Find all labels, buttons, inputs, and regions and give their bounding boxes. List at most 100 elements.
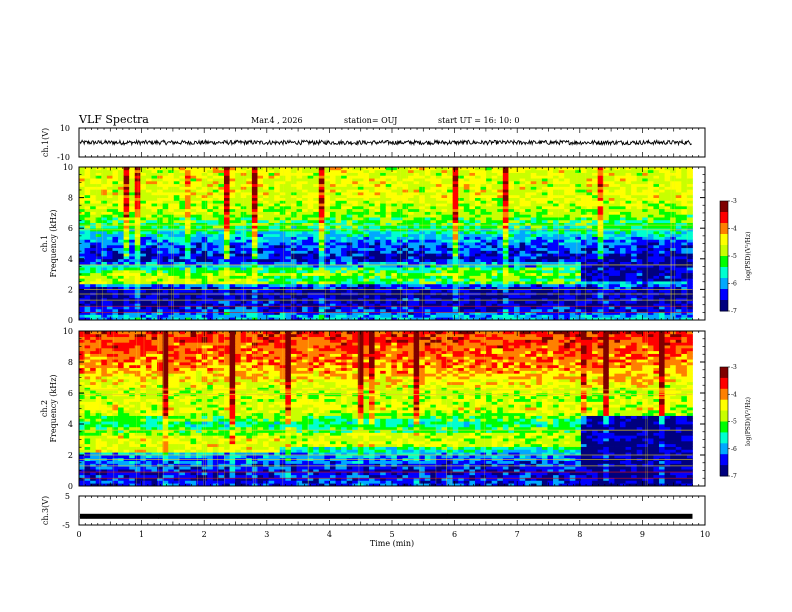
spectrogram-cell <box>486 303 493 307</box>
spectrogram-cell <box>396 189 403 193</box>
spectrogram-cell <box>553 275 560 279</box>
spectrogram-cell <box>313 172 320 176</box>
spectrogram-cell <box>536 272 543 276</box>
spectrogram-cell <box>196 239 203 243</box>
spectrogram-cell <box>541 233 548 237</box>
spectrogram-cell <box>391 258 398 262</box>
spectrogram-cell <box>246 286 253 290</box>
spectrogram-cell <box>536 236 543 240</box>
spectrogram-cell <box>402 233 409 237</box>
spectrogram-cell <box>229 189 236 193</box>
spectrogram-cell <box>140 269 147 274</box>
spectrogram-cell <box>391 167 398 171</box>
spectrogram-cell <box>530 258 537 262</box>
spectrogram-cell <box>408 197 415 201</box>
spectrogram-cell <box>257 275 264 279</box>
spectrogram-cell <box>435 183 442 187</box>
spectrogram-cell <box>463 258 470 262</box>
spectrogram-cell <box>474 250 481 254</box>
spectrogram-cell <box>84 200 91 204</box>
spectrogram-cell <box>184 180 191 185</box>
spectrogram-cell <box>447 219 454 224</box>
spectrogram-cell <box>274 283 281 288</box>
spectrogram-cell <box>458 189 465 193</box>
spectrogram-cell <box>229 250 236 254</box>
spectrogram-cell <box>302 283 309 288</box>
spectrogram-cell <box>145 211 152 215</box>
spectrogram-cell <box>363 311 370 315</box>
spectrogram-cell <box>173 250 180 254</box>
spectrogram-cell <box>519 217 526 221</box>
spectrogram-cell <box>553 200 560 204</box>
spectrogram-cell <box>491 230 498 235</box>
spectrogram-cell <box>268 208 275 212</box>
spectrogram-cell <box>279 203 286 207</box>
spectrogram-cell <box>396 317 403 321</box>
spectrogram-cell <box>519 261 526 265</box>
spectrogram-cell <box>190 194 197 198</box>
spectrogram-cell <box>497 297 504 301</box>
spectrogram-cell <box>229 217 236 221</box>
spectrogram-cell <box>530 317 537 321</box>
spectrogram-cell <box>352 275 359 279</box>
spectrogram-cell <box>201 230 208 235</box>
spectrogram-cell <box>212 281 219 285</box>
spectrogram-cell <box>491 214 498 218</box>
spectrogram-cell <box>329 281 336 285</box>
spectrogram-cell <box>447 269 454 274</box>
spectrogram-cell <box>318 200 325 204</box>
spectrogram-cell <box>279 278 286 282</box>
spectrogram-cell <box>95 192 102 196</box>
spectrogram-cell <box>129 197 136 201</box>
spectrogram-cell <box>118 281 125 285</box>
spectrogram-cell <box>357 286 364 290</box>
spectrogram-cell <box>357 178 364 182</box>
spectrogram-cell <box>408 264 415 268</box>
spectrogram-cell <box>112 286 119 290</box>
spectrogram-cell <box>173 306 180 310</box>
spectrogram-cell <box>374 172 381 176</box>
spectrogram-cell <box>463 261 470 265</box>
spectrogram-cell <box>402 289 409 293</box>
spectrogram-cell <box>157 250 164 254</box>
spectrogram-cell <box>469 233 476 237</box>
spectrogram-cell <box>123 306 130 310</box>
spectrogram-cell <box>123 256 130 260</box>
spectrogram-cell <box>541 192 548 196</box>
spectrogram-cell <box>184 317 191 321</box>
spectrogram-cell <box>491 225 498 229</box>
spectrogram-cell <box>168 178 175 182</box>
spectrogram-cell <box>307 283 314 288</box>
spectrogram-cell <box>79 180 85 185</box>
spectrogram-cell <box>229 239 236 243</box>
spectrogram-cell <box>341 197 348 201</box>
spectrogram-cell <box>441 194 448 198</box>
spectrogram-cell <box>140 256 147 260</box>
spectrogram-cell <box>179 214 186 218</box>
spectrogram-cell <box>363 186 370 190</box>
spectrogram-cell <box>491 200 498 204</box>
spectrogram-cell <box>173 239 180 243</box>
spectrogram-cell <box>168 261 175 265</box>
spectrogram-cell <box>129 286 136 290</box>
spectrogram-cell <box>547 297 554 301</box>
spectrogram-cell <box>530 205 537 210</box>
spectrogram-cell <box>469 200 476 204</box>
spectrogram-cell <box>168 250 175 254</box>
spectrogram-cell <box>363 261 370 265</box>
spectrogram-cell <box>530 314 537 318</box>
spectrogram-cell <box>525 169 532 173</box>
spectrogram-cell <box>352 205 359 210</box>
spectrogram-cell <box>413 269 420 274</box>
spectrogram-cell <box>352 317 359 321</box>
spectrogram-cell <box>474 239 481 243</box>
spectrogram-cell <box>335 217 342 221</box>
spectrogram-cell <box>558 214 565 218</box>
spectrogram-cell <box>79 286 85 290</box>
spectrogram-cell <box>313 264 320 268</box>
spectrogram-cell <box>558 286 565 290</box>
spectrogram-cell <box>547 225 554 229</box>
spectrogram-cell <box>307 239 314 243</box>
spectrogram-cell <box>196 225 203 229</box>
spectrogram-cell <box>285 303 292 307</box>
